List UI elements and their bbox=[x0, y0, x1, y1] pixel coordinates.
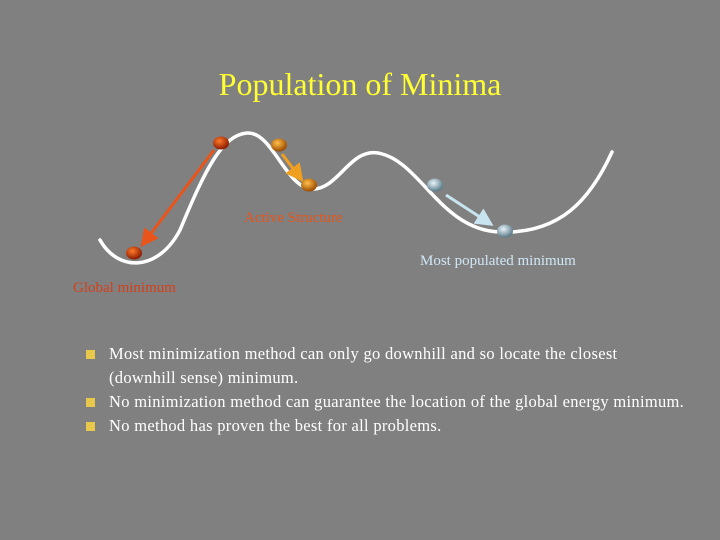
bullet-text: No method has proven the best for all pr… bbox=[109, 416, 442, 435]
bullet-square-icon bbox=[86, 422, 95, 431]
ball-active-structure bbox=[301, 178, 317, 192]
arrow-to-global-minimum bbox=[140, 149, 216, 248]
bullet-item: Most minimization method can only go dow… bbox=[86, 342, 686, 390]
bullet-item: No method has proven the best for all pr… bbox=[86, 414, 686, 438]
ball-peak-blue bbox=[427, 178, 443, 192]
bullet-list: Most minimization method can only go dow… bbox=[86, 342, 686, 438]
ball-peak-red bbox=[213, 136, 229, 150]
bullet-item: No minimization method can guarantee the… bbox=[86, 390, 686, 414]
ball-most-populated bbox=[497, 224, 513, 238]
slide-title: Population of Minima bbox=[218, 66, 502, 102]
arrow-to-active-structure bbox=[280, 153, 304, 183]
bullet-square-icon bbox=[86, 398, 95, 407]
bullet-square-icon bbox=[86, 350, 95, 359]
bullet-text: No minimization method can guarantee the… bbox=[109, 392, 685, 411]
label-active-structure: Active Structure bbox=[244, 210, 343, 226]
ball-peak-orange bbox=[271, 138, 287, 152]
ball-global-minimum bbox=[126, 246, 142, 260]
arrow-to-most-populated bbox=[445, 193, 494, 226]
bullet-text: Most minimization method can only go dow… bbox=[109, 344, 618, 387]
label-most-populated-minimum: Most populated minimum bbox=[420, 253, 576, 269]
label-global-minimum: Global minimum bbox=[73, 280, 176, 296]
